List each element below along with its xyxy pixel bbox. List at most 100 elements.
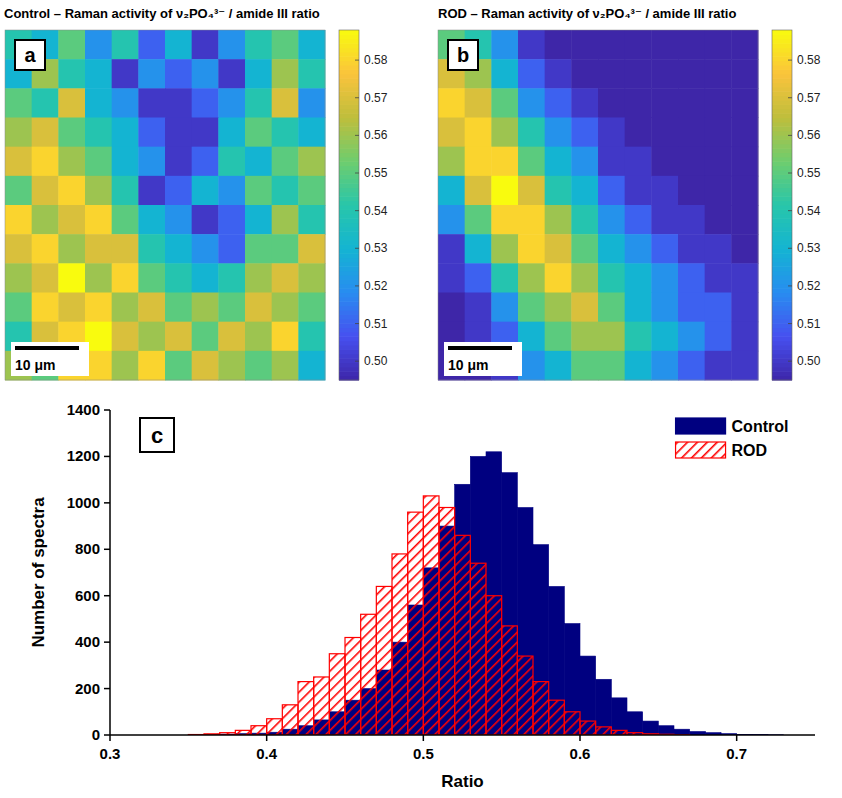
colorbar-strip (339, 209, 359, 214)
colorbar-strip (772, 297, 792, 302)
colorbar-strip (339, 157, 359, 162)
heatmap-panel: ROD – Raman activity of ν₂PO₄³⁻ / amide … (438, 6, 821, 381)
cell (245, 234, 272, 264)
histogram-bar (251, 726, 267, 735)
colorbar-strip (339, 244, 359, 249)
colorbar-strip (339, 148, 359, 153)
y-tick-label: 1200 (67, 447, 100, 464)
panel-letter: a (24, 44, 36, 66)
colorbar-strip (772, 262, 792, 267)
colorbar-strip (772, 39, 792, 44)
cell (438, 263, 465, 293)
cell (192, 263, 219, 293)
colorbar-strip (772, 118, 792, 123)
colorbar-strip (772, 341, 792, 346)
cell (272, 263, 299, 293)
cell (651, 118, 678, 148)
colorbar-tick-label: 0.57 (797, 91, 821, 105)
colorbar-strip (772, 218, 792, 223)
x-tick-label: 0.6 (570, 745, 591, 762)
colorbar-strip (339, 83, 359, 88)
cell (5, 205, 32, 235)
cell (112, 88, 139, 118)
cell (298, 88, 325, 118)
cell (165, 176, 192, 206)
colorbar-strip (339, 271, 359, 276)
cell (112, 59, 139, 89)
cell (165, 59, 192, 89)
cell (245, 293, 272, 323)
cell (678, 205, 705, 235)
cell (705, 293, 732, 323)
panel-letter-box (140, 418, 174, 452)
cell (705, 234, 732, 264)
colorbar-strip (339, 104, 359, 109)
panel-title: Control – Raman activity of ν₂PO₄³⁻ / am… (4, 6, 320, 21)
cell (165, 30, 192, 60)
colorbar-strip (339, 253, 359, 258)
colorbar-tick-label: 0.51 (364, 317, 388, 331)
cell (625, 147, 652, 177)
cell (625, 234, 652, 264)
cell (58, 147, 85, 177)
colorbar-strip (339, 122, 359, 127)
cell (32, 176, 59, 206)
colorbar-tick (355, 248, 359, 249)
colorbar-strip (339, 39, 359, 44)
colorbar-tick-label: 0.55 (797, 166, 821, 180)
cell (192, 88, 219, 118)
x-tick-label: 0.7 (726, 745, 747, 762)
cell (571, 30, 598, 60)
colorbar-strip (339, 328, 359, 333)
cell (545, 322, 572, 352)
colorbar-strip (339, 336, 359, 341)
cell (85, 88, 112, 118)
colorbar-tick (355, 361, 359, 362)
cell (85, 118, 112, 148)
colorbar-strip (772, 113, 792, 118)
histogram-bar (611, 698, 627, 735)
colorbar-tick-label: 0.53 (797, 241, 821, 255)
y-tick (104, 456, 110, 458)
cell (518, 59, 545, 89)
colorbar-strip (772, 157, 792, 162)
y-axis (109, 410, 111, 735)
cell (218, 118, 245, 148)
cell (465, 118, 492, 148)
image-frame (438, 30, 758, 380)
scale-bar-label: 10 μm (15, 357, 55, 373)
cell (438, 88, 465, 118)
histogram-bar (314, 677, 330, 735)
cell (731, 176, 758, 206)
cell (731, 30, 758, 60)
colorbar-tick (788, 173, 792, 174)
colorbar-strip (772, 223, 792, 228)
colorbar-strip (339, 192, 359, 197)
colorbar-strip (339, 74, 359, 79)
y-tick (104, 549, 110, 551)
cell (651, 351, 678, 381)
scale-bar-patch (11, 342, 89, 376)
colorbar-strip (339, 100, 359, 105)
colorbar-strip (772, 135, 792, 140)
histogram-bar (329, 654, 345, 735)
cell (5, 118, 32, 148)
histogram-bar (596, 727, 612, 735)
cell (138, 59, 165, 89)
cell (165, 351, 192, 381)
colorbar-strip (339, 183, 359, 188)
colorbar-strip (339, 118, 359, 123)
colorbar-strip (339, 87, 359, 92)
cell (85, 147, 112, 177)
cell (85, 30, 112, 60)
cell (571, 263, 598, 293)
cell (518, 30, 545, 60)
colorbar-tick-label: 0.58 (797, 53, 821, 67)
colorbar-strip (339, 288, 359, 293)
histogram-bar (596, 679, 612, 735)
histogram-bar (439, 508, 455, 736)
cell (571, 293, 598, 323)
cell (571, 147, 598, 177)
cell (731, 263, 758, 293)
colorbar-strip (339, 314, 359, 319)
